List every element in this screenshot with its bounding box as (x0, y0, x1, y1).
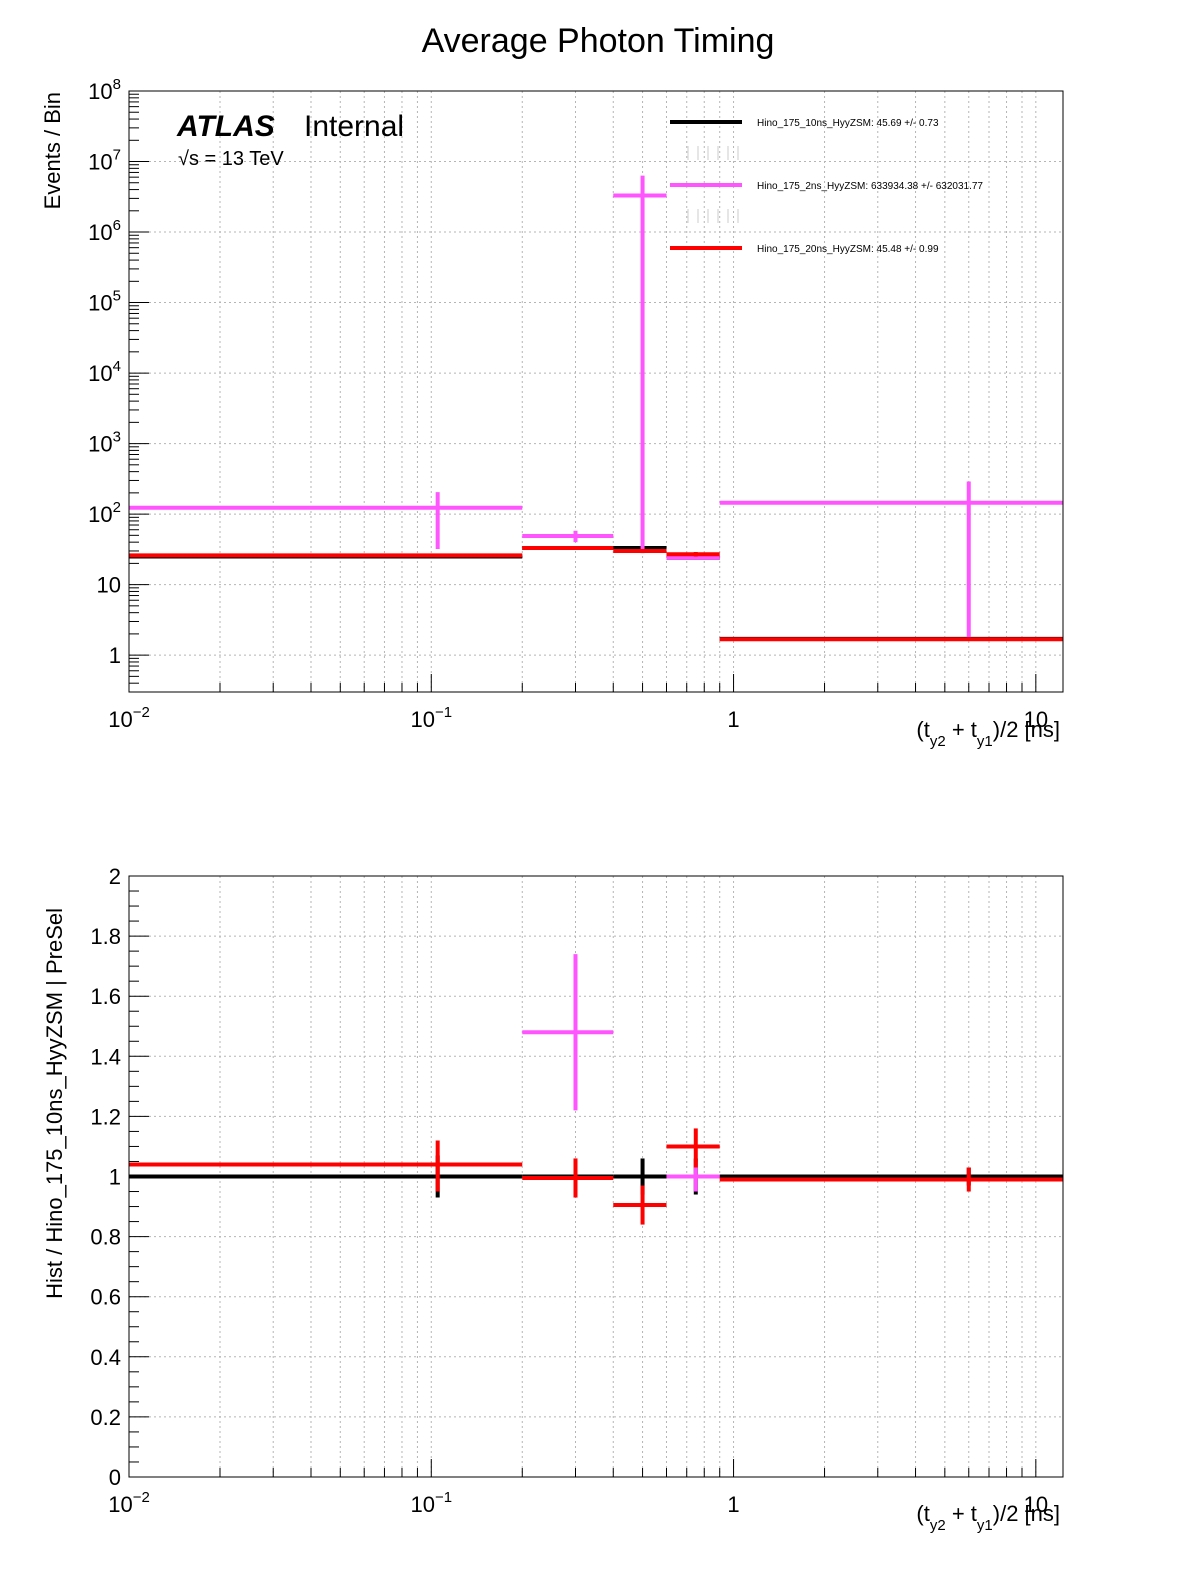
y-tick-label: 103 (88, 429, 121, 457)
legend-entry: Hino_175_10ns_HyyZSM: 45.69 +/- 0.73 (670, 118, 939, 160)
top-panel: 10−2 10−1 1 10 1 10 102 103 104 105 106 107 108 Even… (40, 76, 1064, 750)
atlas-label: ATLAS (176, 110, 275, 143)
x-tick-label: 10−1 (410, 1489, 452, 1517)
x-tick-label: 10−1 (410, 704, 452, 732)
y-tick-label: 1.8 (90, 924, 121, 949)
energy-label: √s = 13 TeV (178, 148, 284, 170)
y-tick-label: 0.4 (90, 1345, 121, 1370)
x-tick-label: 10 (1024, 1492, 1048, 1517)
bottom-axis-ticks (128, 875, 1037, 1478)
x-tick-label: 1 (727, 1492, 739, 1517)
bottom-plot-frame (128, 875, 1064, 1478)
top-tick-labels: 10−2 10−1 1 10 1 10 102 103 104 105 106 107 108 (88, 76, 1048, 732)
y-tick-label: 1 (109, 643, 121, 668)
y-tick-label: 0.2 (90, 1405, 121, 1430)
x-tick-label: 1 (727, 707, 739, 732)
y-tick-label: 107 (88, 147, 121, 175)
legend-label: Hino_175_20ns_HyyZSM: 45.48 +/- 0.99 (757, 244, 939, 255)
bottom-y-axis-label: Hist / Hino_175_10ns_HyyZSM | PreSel (42, 908, 67, 1299)
y-tick-label: 10 (97, 573, 121, 598)
y-tick-label: 106 (88, 217, 121, 245)
y-tick-label: 2 (109, 864, 121, 889)
x-tick-label: 10 (1024, 707, 1048, 732)
bottom-panel: 10−2 10−1 1 10 0 0.2 0.4 0.6 0.8 1 1.2 1.4 1.6 1.8 2 H… (42, 864, 1064, 1534)
legend-entry: Hino_175_20ns_HyyZSM: 45.48 +/- 0.99 (670, 244, 939, 255)
top-x-axis-label: (ty2 + ty1)/2 [ns] (916, 717, 1060, 750)
bottom-x-axis-label: (ty2 + ty1)/2 [ns] (916, 1501, 1060, 1534)
bottom-series-marks (129, 954, 1063, 1225)
y-tick-label: 1.6 (90, 984, 121, 1009)
y-tick-label: 0.6 (90, 1285, 121, 1310)
y-tick-label: 108 (88, 76, 121, 104)
bottom-tick-labels: 10−2 10−1 1 10 0 0.2 0.4 0.6 0.8 1 1.2 1.4 1.6 1.8 2 (90, 864, 1048, 1517)
legend-entry: Hino_175_2ns_HyyZSM: 633934.38 +/- 63203… (670, 181, 983, 223)
y-tick-label: 105 (88, 288, 121, 316)
legend: Hino_175_10ns_HyyZSM: 45.69 +/- 0.73 Hino… (670, 118, 983, 255)
top-series-marks (129, 175, 1063, 642)
top-plot-frame (128, 90, 1064, 693)
top-y-axis-label: Events / Bin (40, 92, 65, 209)
y-tick-label: 1 (109, 1165, 121, 1190)
page-title: Average Photon Timing (422, 22, 775, 60)
x-tick-label: 10−2 (108, 1489, 150, 1517)
top-axis-ticks (128, 90, 1037, 693)
atlas-internal-label: Internal (304, 110, 404, 143)
legend-label: Hino_175_2ns_HyyZSM: 633934.38 +/- 63203… (757, 181, 983, 192)
y-tick-label: 1.4 (90, 1044, 121, 1069)
x-tick-label: 10−2 (108, 704, 150, 732)
legend-label: Hino_175_10ns_HyyZSM: 45.69 +/- 0.73 (757, 118, 939, 129)
y-tick-label: 0.8 (90, 1225, 121, 1250)
y-tick-label: 102 (88, 499, 121, 527)
top-grid (128, 90, 1063, 692)
y-tick-label: 1.2 (90, 1104, 121, 1129)
y-tick-label: 104 (88, 358, 121, 386)
y-tick-label: 0 (109, 1465, 121, 1490)
